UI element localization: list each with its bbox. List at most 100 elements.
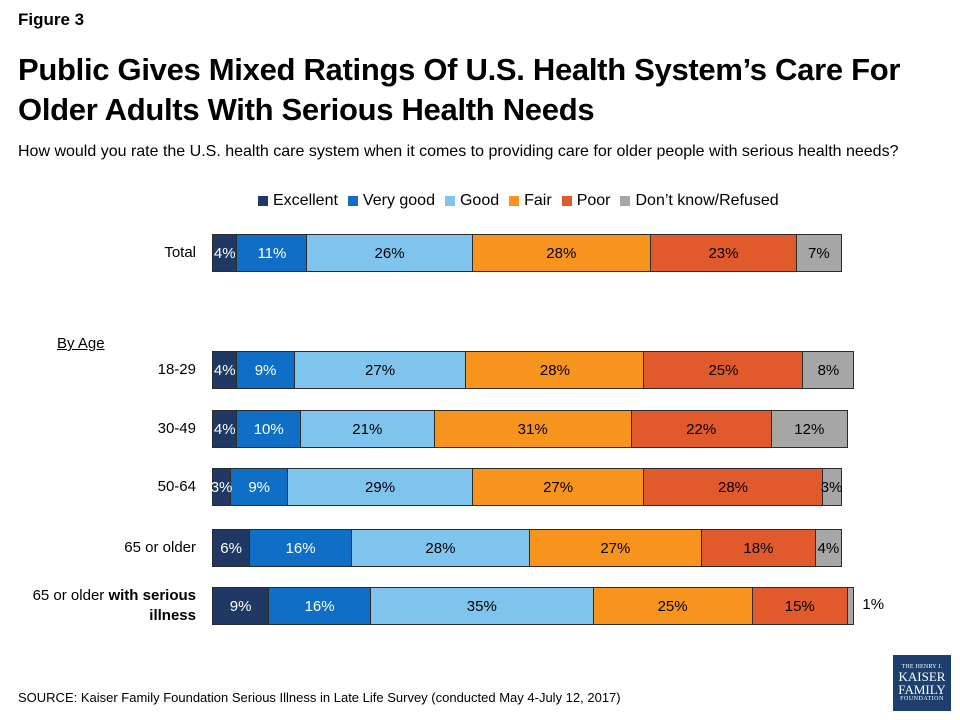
- bar-segment: 1%: [847, 587, 855, 625]
- data-label: 16%: [304, 597, 335, 615]
- data-label: 31%: [517, 420, 548, 438]
- bar-segment: 11%: [237, 234, 308, 272]
- stacked-bar: 9% 16% 35% 25% 15% 1%: [212, 587, 855, 625]
- bar-segment: 4%: [816, 529, 842, 567]
- bar-segment: 28%: [472, 234, 651, 272]
- source-note: SOURCE: Kaiser Family Foundation Serious…: [18, 690, 621, 705]
- data-label: 4%: [213, 420, 236, 438]
- row-label: Total: [164, 244, 196, 261]
- bar-segment: 4%: [212, 351, 238, 389]
- data-label: 28%: [539, 361, 570, 379]
- data-label: 28%: [717, 478, 749, 496]
- bar-segment: 22%: [631, 410, 772, 448]
- bar-segment: 27%: [294, 351, 467, 389]
- data-label: 26%: [374, 244, 405, 262]
- legend-label: Fair: [524, 192, 552, 209]
- legend-label: Excellent: [273, 192, 338, 209]
- legend-swatch: [347, 196, 358, 206]
- bar-segment: 15%: [752, 587, 848, 625]
- data-label: 23%: [708, 244, 739, 262]
- legend-item: Poor: [561, 192, 610, 210]
- logo-line-3: FAMILY: [898, 682, 946, 697]
- data-label: 27%: [543, 478, 574, 496]
- bar-segment: 9%: [231, 468, 289, 506]
- data-label: 9%: [254, 361, 277, 379]
- data-label: 29%: [365, 478, 396, 496]
- bar-segment: 29%: [288, 468, 473, 506]
- data-label: 27%: [365, 361, 396, 379]
- bar-segment: 10%: [237, 410, 302, 448]
- row-label: 65 or older: [124, 539, 196, 556]
- row-label-text: 65 or older: [32, 587, 109, 604]
- bar-segment: 31%: [434, 410, 632, 448]
- bar-segment: 23%: [650, 234, 798, 272]
- kff-logo: THE HENRY J. KAISER FAMILY FOUNDATION: [893, 655, 951, 711]
- data-label: 21%: [352, 420, 383, 438]
- row-label: 30-49: [157, 420, 196, 437]
- bar-segment: 26%: [307, 234, 473, 272]
- data-label-outside: 1%: [862, 596, 885, 613]
- legend-swatch: [620, 196, 631, 206]
- data-label: 3%: [820, 478, 843, 496]
- bar-segment: 3%: [210, 468, 233, 506]
- data-label: 12%: [794, 420, 825, 438]
- bar-segment: 16%: [269, 587, 371, 625]
- data-label: 4%: [213, 244, 236, 262]
- row-label: 65 or older with serious illness: [26, 586, 196, 626]
- bar-segment: 6%: [212, 529, 251, 567]
- bar-segment: 16%: [250, 529, 352, 567]
- logo-line-1: THE HENRY J.: [901, 664, 943, 670]
- data-label: 10%: [253, 420, 284, 438]
- legend-swatch: [258, 196, 268, 206]
- data-label: 25%: [708, 361, 739, 379]
- bar-segment: 21%: [301, 410, 435, 448]
- legend-item: Good: [444, 192, 499, 210]
- legend-swatch: [561, 196, 572, 206]
- bar-segment: 12%: [771, 410, 848, 448]
- bar-segment: 3%: [820, 468, 843, 506]
- by-age-label: By Age: [57, 335, 105, 352]
- bar-segment: 8%: [803, 351, 855, 389]
- legend-item: Don’t know/Refused: [620, 192, 779, 210]
- row-label: 18-29: [157, 361, 196, 378]
- stacked-bar: 4% 10% 21% 31% 22% 12%: [212, 410, 848, 448]
- bar-segment: 7%: [797, 234, 842, 272]
- bar-segment: 28%: [466, 351, 645, 389]
- legend-swatch: [444, 196, 455, 206]
- legend-item: Excellent: [258, 192, 338, 210]
- legend-swatch: [509, 196, 520, 206]
- stacked-bar: 6% 16% 28% 27% 18% 4%: [212, 529, 842, 567]
- bar-segment: 9%: [237, 351, 295, 389]
- data-label: 28%: [546, 244, 577, 262]
- data-label: 28%: [425, 539, 456, 557]
- data-label: 4%: [213, 361, 236, 379]
- chart-subtitle: How would you rate the U.S. health care …: [18, 143, 899, 160]
- legend-item: Fair: [509, 192, 552, 210]
- data-label: 25%: [657, 597, 688, 615]
- bar-segment: 35%: [370, 587, 594, 625]
- legend-item: Very good: [347, 192, 435, 210]
- row-label: 50-64: [157, 478, 196, 495]
- data-label: 9%: [248, 478, 271, 496]
- bar-segment: 18%: [701, 529, 817, 567]
- bar-segment: 4%: [212, 234, 238, 272]
- data-label: 9%: [229, 597, 252, 615]
- data-label: 3%: [210, 478, 233, 496]
- bar-segment: 25%: [644, 351, 804, 389]
- data-label: 6%: [220, 539, 242, 557]
- legend: Excellent Very good Good Fair Poor Don’t know…: [258, 191, 789, 211]
- data-label: 22%: [686, 420, 717, 438]
- logo-line-4: FOUNDATION: [900, 696, 944, 702]
- data-label: 27%: [600, 539, 631, 557]
- bar-segment: 28%: [351, 529, 530, 567]
- legend-label: Don’t know/Refused: [635, 192, 779, 209]
- figure-label: Figure 3: [18, 10, 85, 29]
- data-label: 16%: [285, 539, 316, 557]
- bar-segment: 9%: [212, 587, 270, 625]
- row-label-bold: with serious illness: [108, 587, 196, 624]
- legend-label: Very good: [362, 192, 435, 209]
- data-label: 11%: [257, 244, 287, 262]
- chart-title: Public Gives Mixed Ratings Of U.S. Healt…: [18, 52, 901, 127]
- bar-segment: 27%: [529, 529, 702, 567]
- data-label: 35%: [466, 597, 497, 615]
